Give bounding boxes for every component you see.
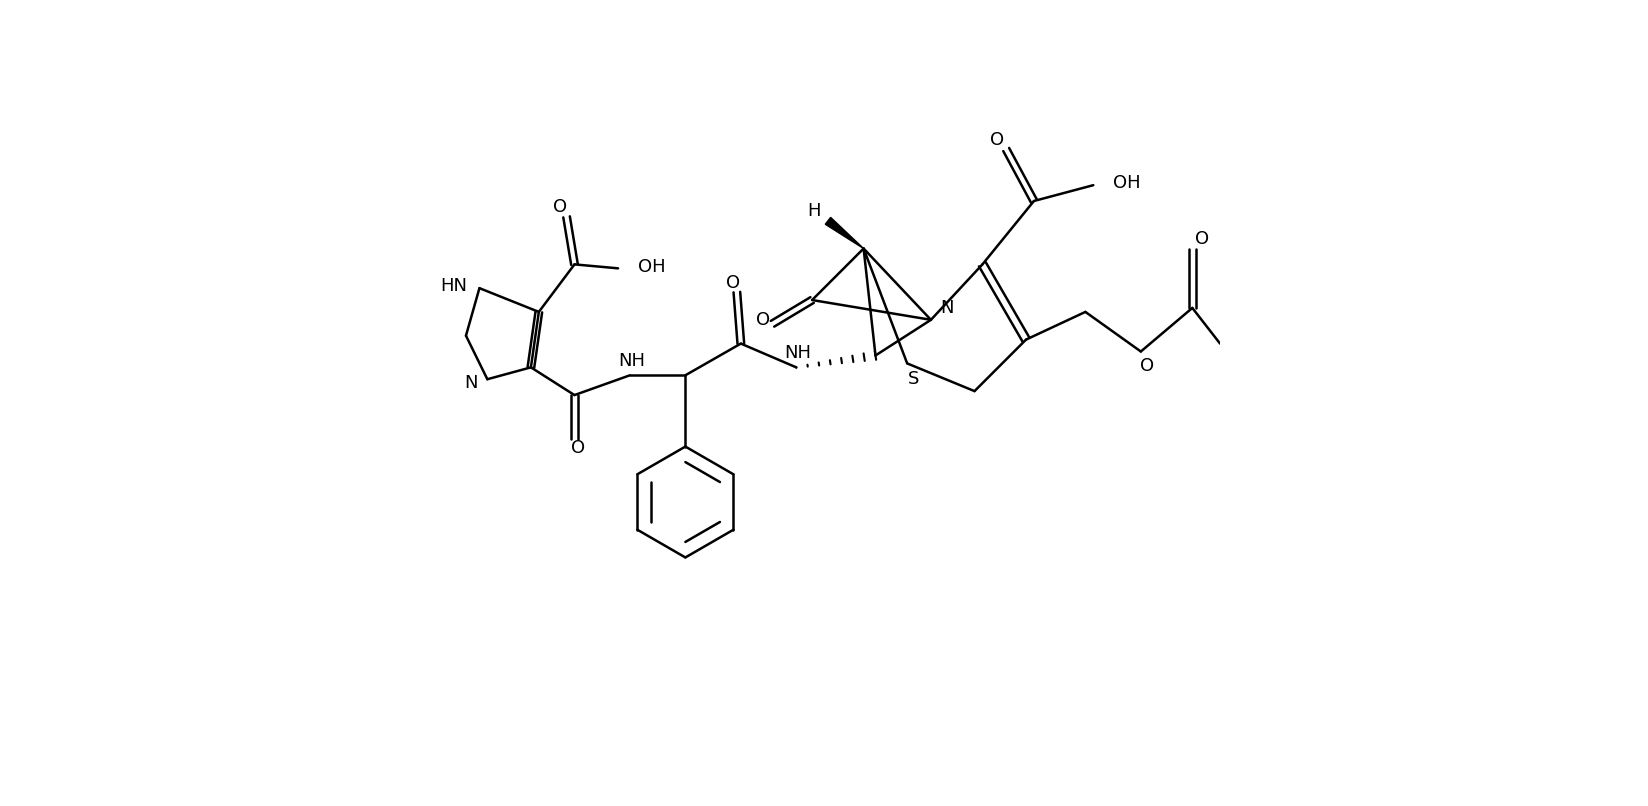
Text: O: O — [756, 311, 770, 329]
Text: O: O — [989, 131, 1004, 149]
Text: S: S — [908, 370, 920, 388]
Text: O: O — [572, 439, 585, 457]
Text: OH: OH — [1112, 174, 1140, 192]
Text: N: N — [939, 299, 954, 317]
Text: NH: NH — [618, 352, 644, 370]
Text: NH: NH — [784, 344, 811, 362]
Text: O: O — [554, 198, 567, 216]
Text: N: N — [465, 374, 478, 393]
Text: OH: OH — [638, 258, 666, 276]
Text: H: H — [808, 202, 821, 219]
Text: O: O — [1140, 357, 1154, 375]
Text: HN: HN — [440, 276, 468, 295]
Text: O: O — [725, 273, 740, 292]
Polygon shape — [826, 218, 864, 248]
Text: O: O — [1195, 230, 1210, 248]
